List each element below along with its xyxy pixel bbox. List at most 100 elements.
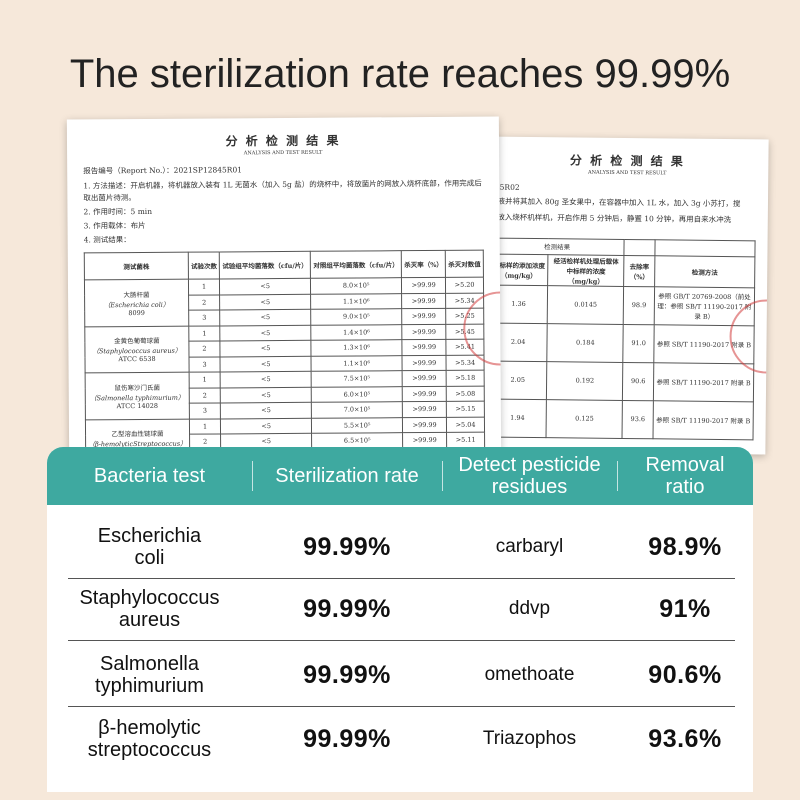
doc-cell: 91.0 (623, 323, 655, 363)
doc-cell: >99.99 (401, 277, 446, 294)
row-divider (68, 706, 735, 707)
cell-text: 98.9% (648, 532, 722, 561)
doc-cell: <5 (219, 278, 311, 295)
doc-header-row: 中标样的添加浓度（mg/kg） 经活检样机处理后载体中标样的浓度（mg/kg） 去除… (489, 253, 755, 288)
cell-text: 91% (659, 594, 711, 623)
strain-cell: 大肠杆菌 （Escherichia coli） 8099 (84, 279, 189, 327)
cell-text: 99.99% (303, 594, 391, 623)
cell-text: 99.99% (303, 660, 391, 689)
doc-cell: 参照 SB/T 11190-2017 附录 B (653, 362, 754, 402)
report-right: 分 析 检 测 结 果 ANALYSIS AND TEST RESULT 845R0… (483, 136, 769, 455)
doc-cell: >99.99 (402, 354, 447, 371)
header-text: ratio (665, 476, 705, 498)
doc-group-cell: 检测结果 (489, 238, 625, 255)
report-left: 分 析 检 测 结 果 ANALYSIS AND TEST RESULT 报告编号（… (66, 116, 502, 455)
strain-name: 大肠杆菌 (123, 290, 150, 299)
doc-cell: >5.08 (446, 385, 485, 402)
cell-text: 93.6% (648, 724, 722, 753)
doc-header-cell: 经活检样机处理后载体中标样的浓度（mg/kg） (547, 254, 625, 286)
doc-table: 检测结果 中标样的添加浓度（mg/kg） 经活检样机处理后载体中标样的浓度（mg/k… (488, 238, 756, 440)
doc-cell: <5 (220, 340, 312, 357)
doc-cell: 5.5×10⁵ (311, 417, 403, 434)
doc-header-cell: 试验组平均菌落数（cfu/片） (219, 251, 311, 279)
comparison-table: Bacteria test Sterilization rate Detect pe… (47, 447, 753, 792)
table-cell: omethoate (442, 645, 617, 705)
table-cell: 91% (617, 579, 753, 639)
doc-cell: 7.5×10⁵ (311, 370, 403, 387)
cell-text: aureus (118, 609, 181, 631)
doc-table: 测试菌株 试验次数 试验组平均菌落数（cfu/片） 对照组平均菌落数（cfu/片） 杀灭… (84, 250, 485, 455)
doc-header-cell: 去除率（%） (623, 254, 655, 287)
doc-cell: >5.11 (446, 432, 485, 448)
cell-text: carbaryl (495, 536, 564, 557)
strain-code: 8099 (128, 308, 145, 317)
header-cell: Removal ratio (617, 447, 753, 505)
cell-text: 90.6% (648, 660, 722, 689)
header-text: Bacteria test (93, 465, 206, 487)
doc-cell: >99.99 (402, 432, 447, 449)
doc-cell: 8.0×10⁵ (310, 277, 402, 294)
doc-cell: 1 (188, 325, 221, 342)
header-cell: Detect pesticide residues (442, 447, 617, 505)
doc-cell (624, 239, 656, 256)
doc-line: 1. 方法描述：开启机器，将机器放入装有 1L 无菌水（加入 5g 盐）的烧杯中… (83, 178, 482, 203)
doc-cell: 参照 SB/T 11190-2017 附录 B (653, 400, 754, 440)
row-divider (68, 640, 735, 641)
doc-cell: <5 (219, 324, 312, 341)
doc-cell: >99.99 (401, 308, 446, 325)
doc-cell: 1 (189, 418, 221, 435)
cell-text: typhimurium (95, 675, 204, 697)
doc-cell: 2 (189, 387, 221, 404)
header-text: residues (491, 476, 568, 498)
strain-name: 鼠伤寒沙门氏菌 (114, 383, 160, 392)
table-cell: 99.99% (252, 579, 442, 639)
header-divider (617, 461, 618, 491)
table-cell: β-hemolytic streptococcus (67, 709, 232, 769)
doc-header-cell: 杀灭对数值 (445, 250, 484, 278)
doc-cell: <5 (220, 386, 312, 403)
doc-cell: 0.192 (546, 361, 624, 400)
table-cell: Triazophos (442, 709, 617, 769)
report-number: 报告编号（Report No.）：2021SP12845R01 (83, 165, 243, 176)
cell-text: 99.99% (303, 532, 391, 561)
table-cell: 99.99% (252, 645, 442, 705)
doc-cell: 3 (189, 402, 221, 419)
cell-text: β-hemolytic (98, 717, 201, 739)
doc-cell: >5.20 (445, 277, 484, 293)
doc-cell: 1 (188, 278, 220, 295)
doc-header-row: 测试菌株 试验次数 试验组平均菌落数（cfu/片） 对照组平均菌落数（cfu/片） 杀灭… (84, 250, 484, 280)
doc-cell: <5 (220, 417, 312, 434)
doc-row: 2.04 0.184 91.0 参照 SB/T 11190-2017 附录 B (488, 322, 755, 364)
header-cell: Bacteria test (67, 447, 232, 505)
header-divider (252, 461, 253, 491)
strain-latin: （Staphylococcus aureus） (92, 346, 182, 356)
doc-line: ，放入烧杯机样机，开启作用 5 分钟后，静置 10 分钟，再用自来水冲洗 (489, 212, 732, 225)
doc-cell: >99.99 (402, 339, 447, 356)
doc-cell: 2 (188, 294, 220, 311)
table-cell: carbaryl (442, 517, 617, 577)
table-cell: Salmonella typhimurium (67, 645, 232, 705)
doc-line: 3. 作用载体：布片 (83, 220, 146, 231)
doc-cell (654, 239, 756, 257)
doc-cell: 3 (188, 309, 220, 326)
header-divider (442, 461, 443, 491)
doc-cell: >5.04 (446, 416, 485, 433)
cell-text: Escherichia (97, 525, 202, 547)
table-cell: Staphylococcus aureus (67, 579, 232, 639)
doc-cell: 93.6 (622, 399, 654, 439)
cell-text: omethoate (484, 664, 575, 685)
header-text: Detect pesticide (458, 454, 601, 476)
doc-cell: 0.125 (546, 399, 623, 438)
doc-cell: 7.0×10⁵ (311, 401, 403, 418)
strain-code: ATCC 6538 (118, 355, 156, 364)
cell-text: Salmonella (100, 653, 199, 675)
doc-header-cell: 试验次数 (188, 251, 220, 280)
doc-header-cell: 杀灭率（%） (401, 250, 446, 278)
doc-cell: >5.18 (446, 370, 485, 386)
report-number: 845R02 (490, 182, 520, 192)
strain-code: ATCC 14028 (116, 401, 159, 410)
doc-cell: >99.99 (401, 292, 446, 309)
row-divider (68, 578, 735, 579)
strain-cell: 金黄色葡萄球菌 （Staphylococcus aureus） ATCC 6538 (84, 325, 190, 373)
